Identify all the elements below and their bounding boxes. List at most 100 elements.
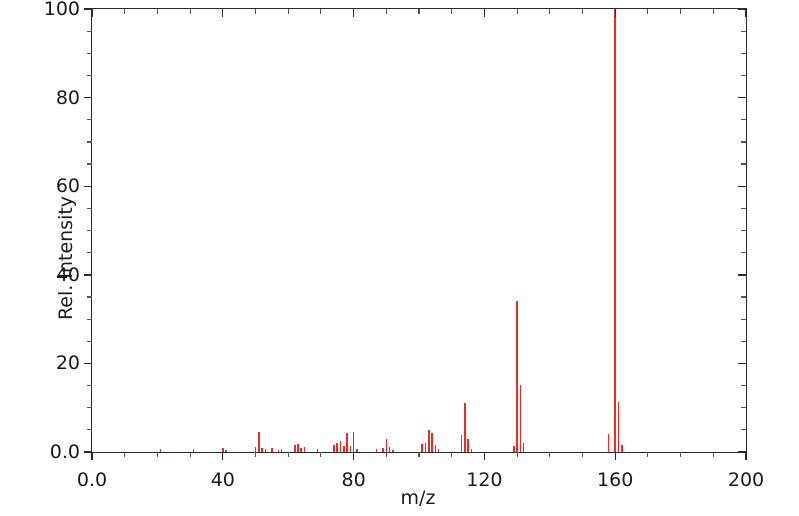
y-tick-minor-right bbox=[741, 141, 746, 143]
y-tick-major bbox=[84, 451, 92, 453]
x-tick-minor-top bbox=[712, 9, 714, 14]
y-tick-label: 40 bbox=[55, 263, 80, 286]
x-axis-label: m/z bbox=[400, 487, 436, 509]
x-tick-major bbox=[91, 452, 93, 460]
y-tick-minor bbox=[87, 74, 92, 77]
y-tick-major bbox=[84, 96, 92, 99]
spectrum-peak bbox=[257, 432, 260, 452]
spectrum-peak bbox=[336, 443, 339, 452]
y-tick-minor bbox=[87, 229, 92, 232]
y-tick-label: 80 bbox=[55, 86, 80, 109]
spectrum-peak bbox=[159, 448, 162, 452]
x-tick-minor bbox=[680, 452, 682, 457]
spectrum-peak bbox=[300, 448, 303, 452]
spectrum-peak bbox=[620, 445, 623, 452]
spectrum-peak bbox=[349, 445, 352, 452]
spectrum-peaks bbox=[92, 9, 746, 452]
y-tick-minor-right bbox=[741, 52, 746, 54]
spectrum-peak bbox=[293, 444, 296, 452]
y-tick-minor bbox=[87, 119, 92, 121]
x-tick-minor-top bbox=[647, 9, 649, 14]
x-tick-major-top bbox=[91, 9, 93, 17]
x-tick-minor bbox=[647, 452, 649, 457]
x-tick-label: 80 bbox=[341, 469, 366, 491]
spectrum-peak bbox=[607, 434, 610, 452]
y-tick-minor bbox=[87, 384, 92, 387]
spectrum-peak bbox=[352, 431, 355, 452]
spectrum-peak bbox=[346, 432, 348, 452]
spectrum-peak bbox=[424, 442, 427, 452]
y-tick-minor bbox=[87, 141, 92, 143]
x-tick-minor-top bbox=[451, 9, 453, 14]
x-tick-major-top bbox=[745, 9, 747, 17]
x-tick-minor bbox=[549, 452, 551, 457]
y-tick-minor-right bbox=[741, 163, 746, 165]
y-tick-minor-right bbox=[741, 296, 746, 298]
x-tick-label: 120 bbox=[466, 469, 503, 491]
x-tick-minor bbox=[418, 452, 420, 457]
spectrum-peak bbox=[421, 443, 424, 452]
spectrum-peak bbox=[280, 449, 283, 452]
spectrum-peak bbox=[519, 384, 522, 452]
spectrum-peak bbox=[385, 438, 388, 452]
spectrum-peak bbox=[264, 449, 267, 452]
spectrum-peak bbox=[375, 449, 378, 452]
spectrum-peak bbox=[382, 447, 384, 452]
y-tick-minor bbox=[87, 52, 92, 54]
spectrum-peak bbox=[434, 444, 437, 452]
spectrum-peak bbox=[428, 429, 430, 452]
x-tick-label: 40 bbox=[210, 469, 235, 491]
y-tick-minor-right bbox=[741, 229, 746, 232]
y-tick-minor bbox=[87, 207, 92, 209]
y-tick-major-right bbox=[738, 185, 746, 187]
x-tick-label: 0.0 bbox=[76, 469, 108, 491]
y-tick-minor bbox=[87, 340, 92, 342]
spectrum-peak bbox=[467, 438, 469, 452]
plot-area: 0.0 40 80 120 160 200 0.0 20 40 60 80 100 bbox=[44, 0, 764, 491]
x-tick-minor bbox=[124, 452, 126, 457]
spectrum-peak bbox=[316, 448, 319, 452]
x-tick-minor bbox=[516, 452, 518, 457]
x-tick-major-top bbox=[483, 9, 486, 17]
x-tick-minor-top bbox=[156, 9, 158, 14]
x-tick-minor bbox=[451, 452, 453, 457]
x-tick-major bbox=[614, 452, 616, 460]
y-tick-label: 0.0 bbox=[49, 441, 80, 463]
y-tick-minor bbox=[87, 429, 92, 431]
x-tick-minor bbox=[385, 452, 387, 457]
spectrum-peak bbox=[303, 447, 306, 452]
x-tick-major bbox=[745, 452, 747, 460]
x-tick-minor bbox=[156, 452, 158, 457]
x-tick-minor bbox=[320, 452, 322, 457]
y-tick-major-right bbox=[738, 8, 746, 10]
y-tick-major bbox=[84, 274, 92, 276]
spectrum-peak bbox=[516, 301, 518, 452]
x-tick-minor-top bbox=[549, 9, 551, 14]
y-tick-minor-right bbox=[741, 384, 746, 387]
y-tick-minor-right bbox=[741, 429, 746, 431]
spectrum-peak bbox=[277, 449, 280, 452]
x-tick-major bbox=[222, 452, 224, 460]
spectrum-peak bbox=[192, 449, 195, 452]
spectrum-peak bbox=[333, 444, 335, 452]
x-tick-minor bbox=[254, 452, 257, 457]
y-tick-major bbox=[84, 362, 92, 365]
x-tick-label: 200 bbox=[727, 469, 765, 491]
spectrum-peak bbox=[617, 402, 620, 452]
y-tick-label: 100 bbox=[43, 0, 80, 20]
spectrum-peak bbox=[356, 448, 358, 452]
y-tick-minor-right bbox=[741, 119, 746, 121]
x-tick-minor bbox=[287, 452, 289, 457]
y-tick-minor-right bbox=[741, 74, 746, 77]
y-tick-major-right bbox=[738, 274, 746, 276]
x-tick-minor-top bbox=[385, 9, 387, 14]
x-tick-minor-top bbox=[320, 9, 322, 14]
y-axis-label: Rel. Intensity bbox=[55, 195, 78, 321]
x-tick-label: 160 bbox=[597, 469, 634, 491]
spectrum-peak bbox=[261, 447, 263, 452]
x-tick-minor-top bbox=[680, 9, 682, 14]
y-tick-label: 20 bbox=[55, 352, 80, 375]
spectrum-peak bbox=[513, 445, 515, 452]
x-tick-major-top bbox=[222, 9, 224, 17]
